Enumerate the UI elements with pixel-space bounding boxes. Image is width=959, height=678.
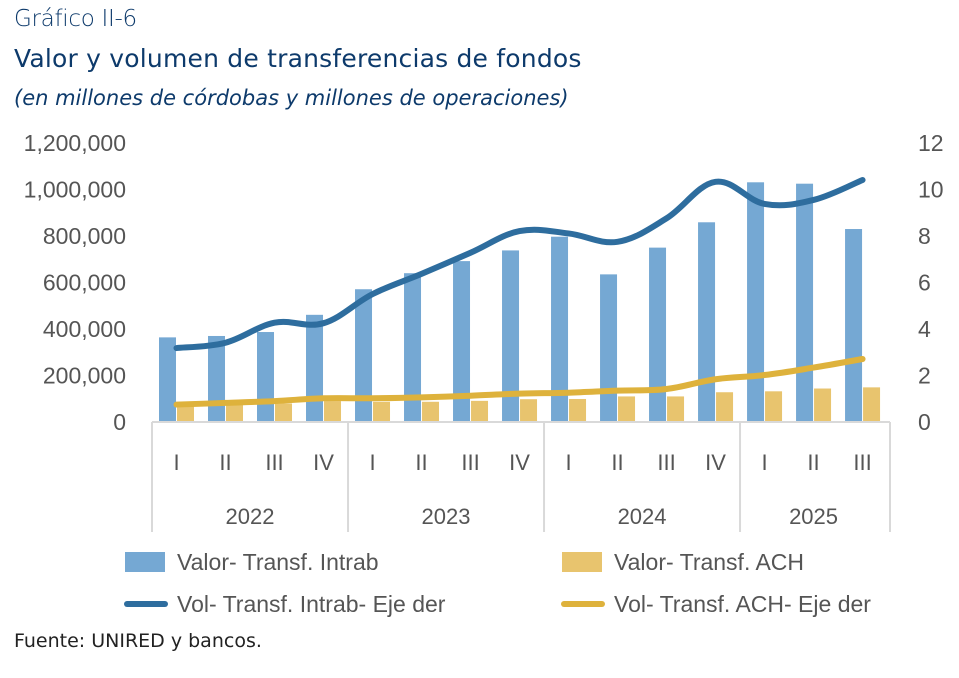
bar-valor-ach <box>765 391 783 422</box>
y-axis-right: 0 2 4 6 8 10 12 <box>918 130 944 435</box>
lines <box>173 176 866 408</box>
bar-valor-intrab <box>404 273 422 422</box>
bar-valor-ach <box>569 398 587 422</box>
x-tick-label: III <box>657 450 675 475</box>
y-tick-label-right: 4 <box>918 316 931 342</box>
legend-swatch <box>125 552 165 572</box>
bar-valor-ach <box>520 399 538 422</box>
bar-valor-intrab <box>355 289 373 422</box>
bar-valor-intrab <box>796 183 814 422</box>
bar-valor-ach <box>422 401 440 422</box>
x-tick-label: IV <box>509 450 530 475</box>
x-tick-label: II <box>219 450 231 475</box>
x-tick-label: IV <box>705 450 726 475</box>
x-tick-label: II <box>807 450 819 475</box>
y-tick-label-left: 800,000 <box>43 223 126 249</box>
x-tick-label: I <box>761 450 767 475</box>
legend-swatch <box>562 552 602 572</box>
bar-valor-intrab <box>649 247 667 422</box>
y-tick-label-right: 12 <box>918 130 944 156</box>
x-group-label: 2025 <box>789 504 838 529</box>
legend-label: Valor- Transf. ACH <box>614 549 804 575</box>
chart-subtitle: (en millones de córdobas y millones de o… <box>14 86 569 110</box>
line-vol-intrab <box>173 176 866 352</box>
y-tick-label-right: 10 <box>918 177 944 203</box>
chart-number-label: Gráfico II-6 <box>14 6 137 32</box>
bar-valor-intrab <box>747 182 765 422</box>
bar-valor-ach <box>226 404 244 422</box>
bar-valor-ach <box>373 401 391 422</box>
bar-valor-ach <box>471 400 489 422</box>
bar-valor-intrab <box>502 250 520 422</box>
bar-valor-ach <box>667 396 685 422</box>
x-tick-label: I <box>565 450 571 475</box>
bar-valor-ach <box>863 387 881 422</box>
bar-valor-intrab <box>845 229 863 422</box>
bar-valor-intrab <box>551 236 569 422</box>
bar-valor-intrab <box>453 261 471 422</box>
y-tick-label-left: 0 <box>113 409 126 435</box>
bar-valor-ach <box>716 392 734 422</box>
bar-valor-ach <box>324 401 342 422</box>
y-tick-label-left: 600,000 <box>43 270 126 296</box>
bar-valor-ach <box>618 396 636 422</box>
x-tick-label: I <box>369 450 375 475</box>
bar-valor-intrab <box>306 314 324 422</box>
chart-title: Valor y volumen de transferencias de fon… <box>14 44 582 73</box>
x-tick-label: III <box>265 450 283 475</box>
y-tick-label-right: 2 <box>918 363 931 389</box>
bars <box>159 182 881 422</box>
legend: Valor- Transf. Intrab Valor- Transf. ACH V… <box>124 549 871 617</box>
y-tick-label-left: 200,000 <box>43 363 126 389</box>
y-tick-label-left: 1,000,000 <box>24 177 126 203</box>
x-group-label: 2023 <box>422 504 471 529</box>
bar-valor-intrab <box>257 332 275 422</box>
y-tick-label-right: 8 <box>918 223 931 249</box>
x-tick-label: II <box>611 450 623 475</box>
bar-valor-intrab <box>159 337 177 422</box>
x-tick-label: III <box>853 450 871 475</box>
y-tick-label-left: 400,000 <box>43 316 126 342</box>
bar-valor-ach <box>814 388 832 422</box>
x-tick-label: III <box>461 450 479 475</box>
bar-valor-intrab <box>600 274 618 422</box>
x-tick-label: II <box>415 450 427 475</box>
y-axis-left: 0 200,000 400,000 600,000 800,000 1,000,000 1,… <box>24 130 126 435</box>
y-tick-label-right: 0 <box>918 409 931 435</box>
source-note: Fuente: UNIRED y bancos. <box>14 630 262 652</box>
bar-valor-intrab <box>698 222 716 422</box>
x-tick-label: I <box>173 450 179 475</box>
y-tick-label-right: 6 <box>918 270 931 296</box>
y-tick-label-left: 1,200,000 <box>24 130 126 156</box>
legend-label: Vol- Transf. Intrab- Eje der <box>177 591 446 617</box>
bar-valor-ach <box>275 403 293 422</box>
legend-label: Valor- Transf. Intrab <box>177 549 379 575</box>
x-group-label: 2024 <box>618 504 667 529</box>
line-vol-ach <box>173 355 866 408</box>
x-group-label: 2022 <box>226 504 275 529</box>
bar-valor-intrab <box>208 335 226 422</box>
x-tick-label: IV <box>313 450 334 475</box>
bar-valor-ach <box>177 405 195 422</box>
legend-label: Vol- Transf. ACH- Eje der <box>614 591 871 617</box>
